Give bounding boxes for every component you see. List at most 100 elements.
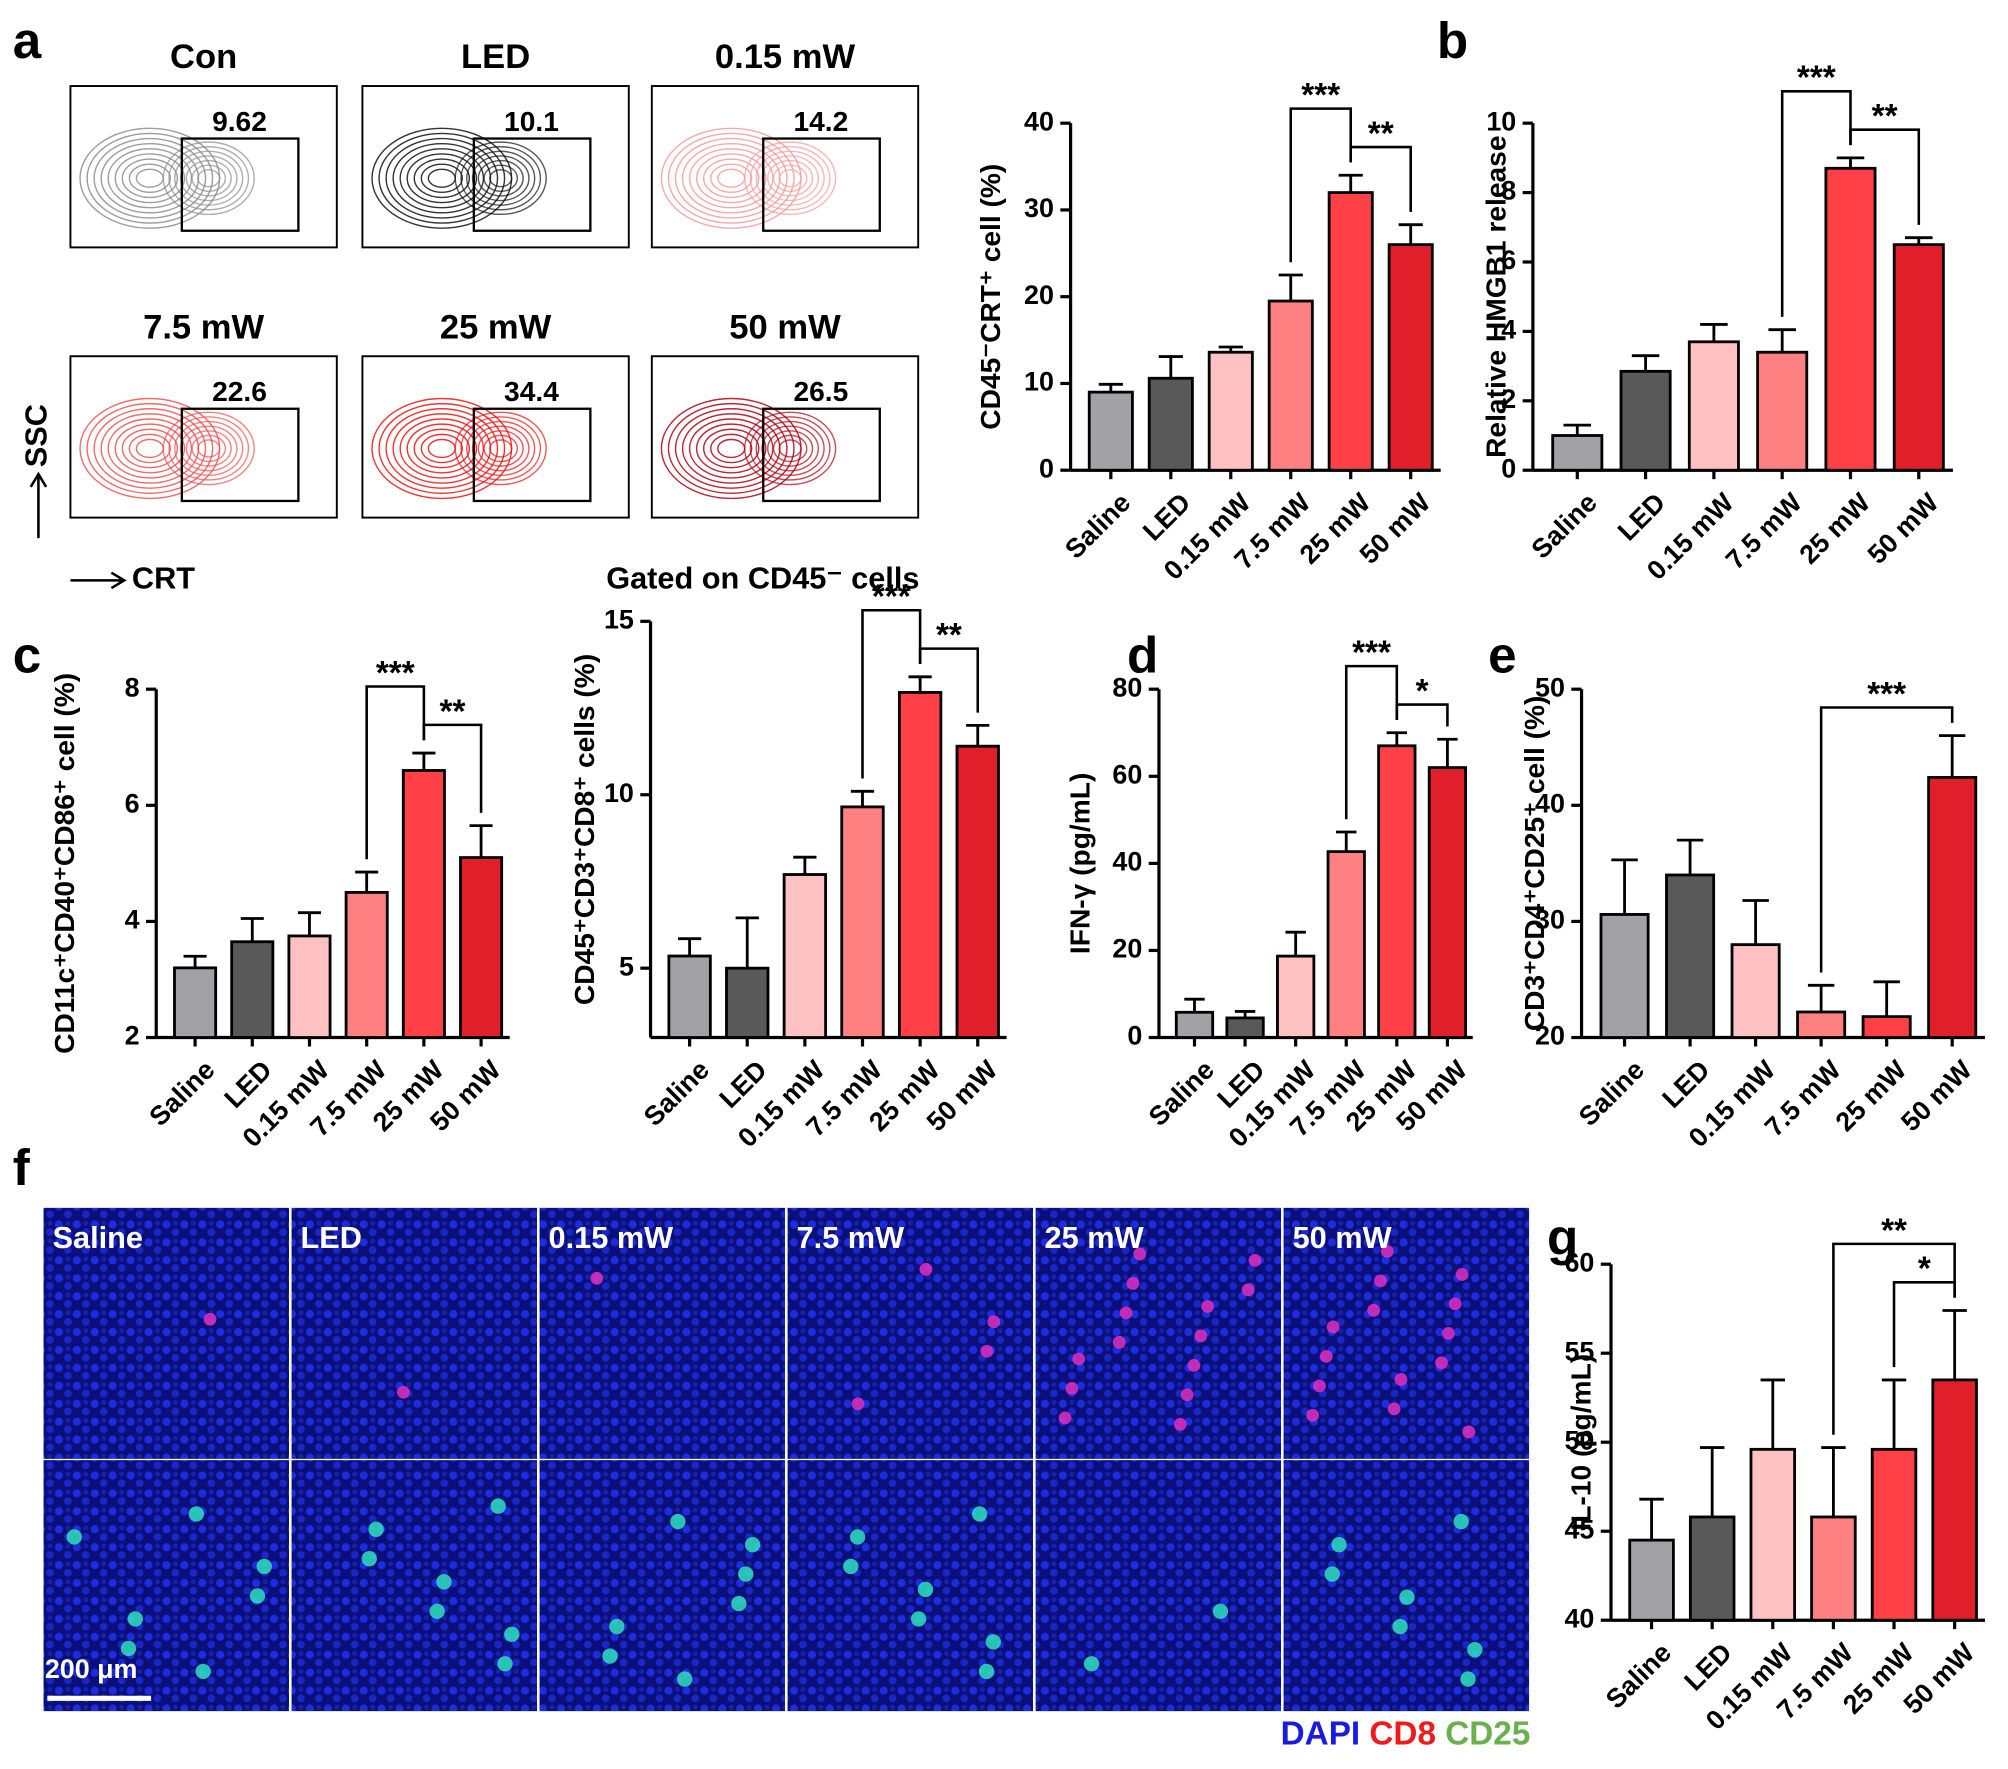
cd25-signal xyxy=(1453,1513,1469,1530)
panel-letter: g xyxy=(1547,1209,1578,1266)
y-tick-label: 0 xyxy=(1039,453,1054,483)
contour xyxy=(185,430,232,467)
cd25-signal xyxy=(609,1618,625,1635)
y-tick-label: 40 xyxy=(1024,106,1054,136)
contour xyxy=(79,127,221,229)
contour xyxy=(79,397,221,500)
bar xyxy=(1687,340,1740,472)
micrograph xyxy=(291,1460,538,1712)
error-bar xyxy=(355,870,379,893)
flow-x-label: CRT xyxy=(132,560,195,595)
contour xyxy=(743,411,837,486)
cd25-signal xyxy=(744,1536,761,1553)
cd25-signal xyxy=(670,1513,686,1530)
y-tick-label: 6 xyxy=(1501,245,1516,275)
cd25-signal xyxy=(361,1551,377,1567)
error-bar xyxy=(908,675,932,693)
cd8-signal xyxy=(1133,1247,1147,1261)
contour xyxy=(399,418,485,479)
contour xyxy=(667,402,795,494)
bar xyxy=(840,805,885,1039)
bar xyxy=(1087,390,1134,472)
contour xyxy=(399,148,485,209)
x-tick-label: 25 mW xyxy=(1794,487,1877,570)
error-bar xyxy=(412,751,436,771)
contour xyxy=(378,402,506,494)
micrograph-label: 7.5 mW xyxy=(797,1220,905,1255)
error-bar xyxy=(1760,1378,1786,1450)
micrograph xyxy=(1283,1460,1530,1712)
x-tick-label: 25 mW xyxy=(1830,1054,1913,1137)
legend-entry: DAPI xyxy=(1281,1715,1361,1752)
error-bar xyxy=(1398,223,1423,245)
error-bar xyxy=(1563,423,1592,436)
error-bar xyxy=(1338,173,1363,193)
error-bar xyxy=(1184,997,1205,1013)
bar xyxy=(725,966,770,1039)
error-bar xyxy=(1639,1497,1664,1541)
cd8-signal xyxy=(1201,1300,1215,1313)
error-bar xyxy=(1836,156,1865,169)
cd8-signal xyxy=(919,1262,933,1276)
cd25-signal xyxy=(256,1558,272,1575)
gate-value: 9.62 xyxy=(212,105,267,137)
cd8-signal xyxy=(1180,1388,1194,1402)
error-bar xyxy=(1938,734,1966,778)
cd25-signal xyxy=(971,1506,988,1522)
contour xyxy=(477,159,524,197)
contour xyxy=(86,132,214,224)
contour xyxy=(471,425,530,472)
cd8-signal xyxy=(1448,1297,1462,1311)
x-tick-label: LED xyxy=(1612,487,1671,546)
bar xyxy=(1147,376,1194,472)
error-bar xyxy=(1676,838,1704,875)
error-bar xyxy=(1699,1446,1725,1517)
error-bar xyxy=(469,824,493,858)
contour xyxy=(460,416,542,481)
micrograph xyxy=(1035,1460,1282,1712)
cd25-signal xyxy=(738,1566,754,1582)
error-bar xyxy=(1821,1446,1846,1517)
micrograph-label: 50 mW xyxy=(1293,1220,1392,1255)
contour xyxy=(761,155,820,202)
x-tick-label: Saline xyxy=(1600,1637,1677,1714)
contour xyxy=(767,159,814,197)
error-bar xyxy=(1386,731,1408,746)
bar xyxy=(1824,166,1877,472)
significance-bracket xyxy=(918,647,980,713)
y-tick-label: 40 xyxy=(1535,788,1565,818)
cd25-signal xyxy=(985,1634,1002,1650)
contour xyxy=(162,411,255,486)
y-tick-label: 0 xyxy=(1127,1021,1142,1051)
bar xyxy=(1628,1538,1675,1622)
flow-title: 7.5 mW xyxy=(143,308,264,346)
contour xyxy=(688,418,774,479)
contour xyxy=(477,430,524,467)
cd8-signal xyxy=(1326,1320,1340,1334)
significance-label: ** xyxy=(440,693,466,730)
bar xyxy=(1427,766,1468,1039)
micrograph xyxy=(1283,1207,1530,1459)
contour xyxy=(168,146,250,211)
cd25-signal xyxy=(1392,1618,1408,1635)
significance-bracket xyxy=(1289,107,1353,263)
panel-letter: e xyxy=(1488,627,1517,684)
bar xyxy=(667,954,712,1039)
cd25-signal xyxy=(843,1558,859,1575)
x-tick-label: 7.5 mW xyxy=(1720,487,1808,575)
significance-label: * xyxy=(1416,673,1429,710)
cd8-signal xyxy=(1306,1408,1320,1422)
bar xyxy=(459,856,504,1039)
bar xyxy=(955,744,1000,1039)
contour xyxy=(185,159,232,197)
contour xyxy=(392,142,492,214)
error-bar xyxy=(1942,1309,1967,1380)
cd8-signal xyxy=(203,1312,217,1326)
contour xyxy=(710,433,753,464)
contour xyxy=(162,141,255,216)
contour xyxy=(413,158,471,199)
y-tick-label: 50 xyxy=(1535,672,1565,702)
significance-bracket xyxy=(1395,703,1449,727)
cd25-signal xyxy=(436,1574,452,1590)
micrograph xyxy=(787,1460,1034,1712)
